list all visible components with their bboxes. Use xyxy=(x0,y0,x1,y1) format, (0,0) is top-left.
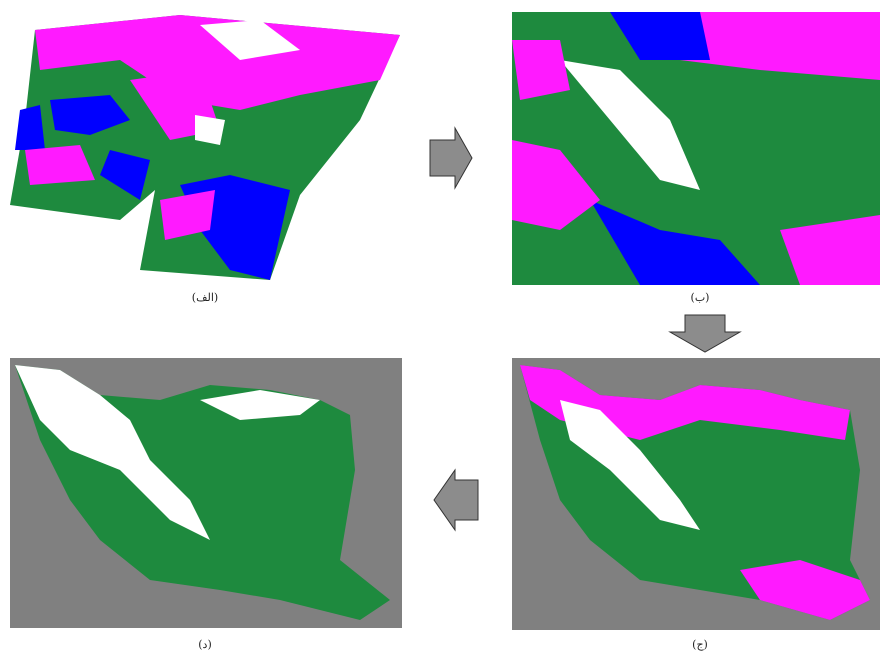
panel-b-caption: (ب) xyxy=(691,291,710,304)
panel-d-image xyxy=(10,358,402,628)
panel-a-caption: (الف) xyxy=(192,291,218,304)
arrow-left xyxy=(434,470,478,530)
panel-c-caption: (ج) xyxy=(692,638,708,651)
panel-a-image xyxy=(10,15,400,280)
arrow-right xyxy=(430,128,472,188)
figure: (الف) (ب) (ج) (د) xyxy=(0,0,891,655)
page: (الف) (ب) (ج) (د) (() => { const data = … xyxy=(0,0,891,655)
arrow-down xyxy=(670,315,740,352)
panel-b-image xyxy=(512,12,880,285)
panel-d-caption: (د) xyxy=(198,638,212,651)
panel-c-image xyxy=(512,358,880,630)
